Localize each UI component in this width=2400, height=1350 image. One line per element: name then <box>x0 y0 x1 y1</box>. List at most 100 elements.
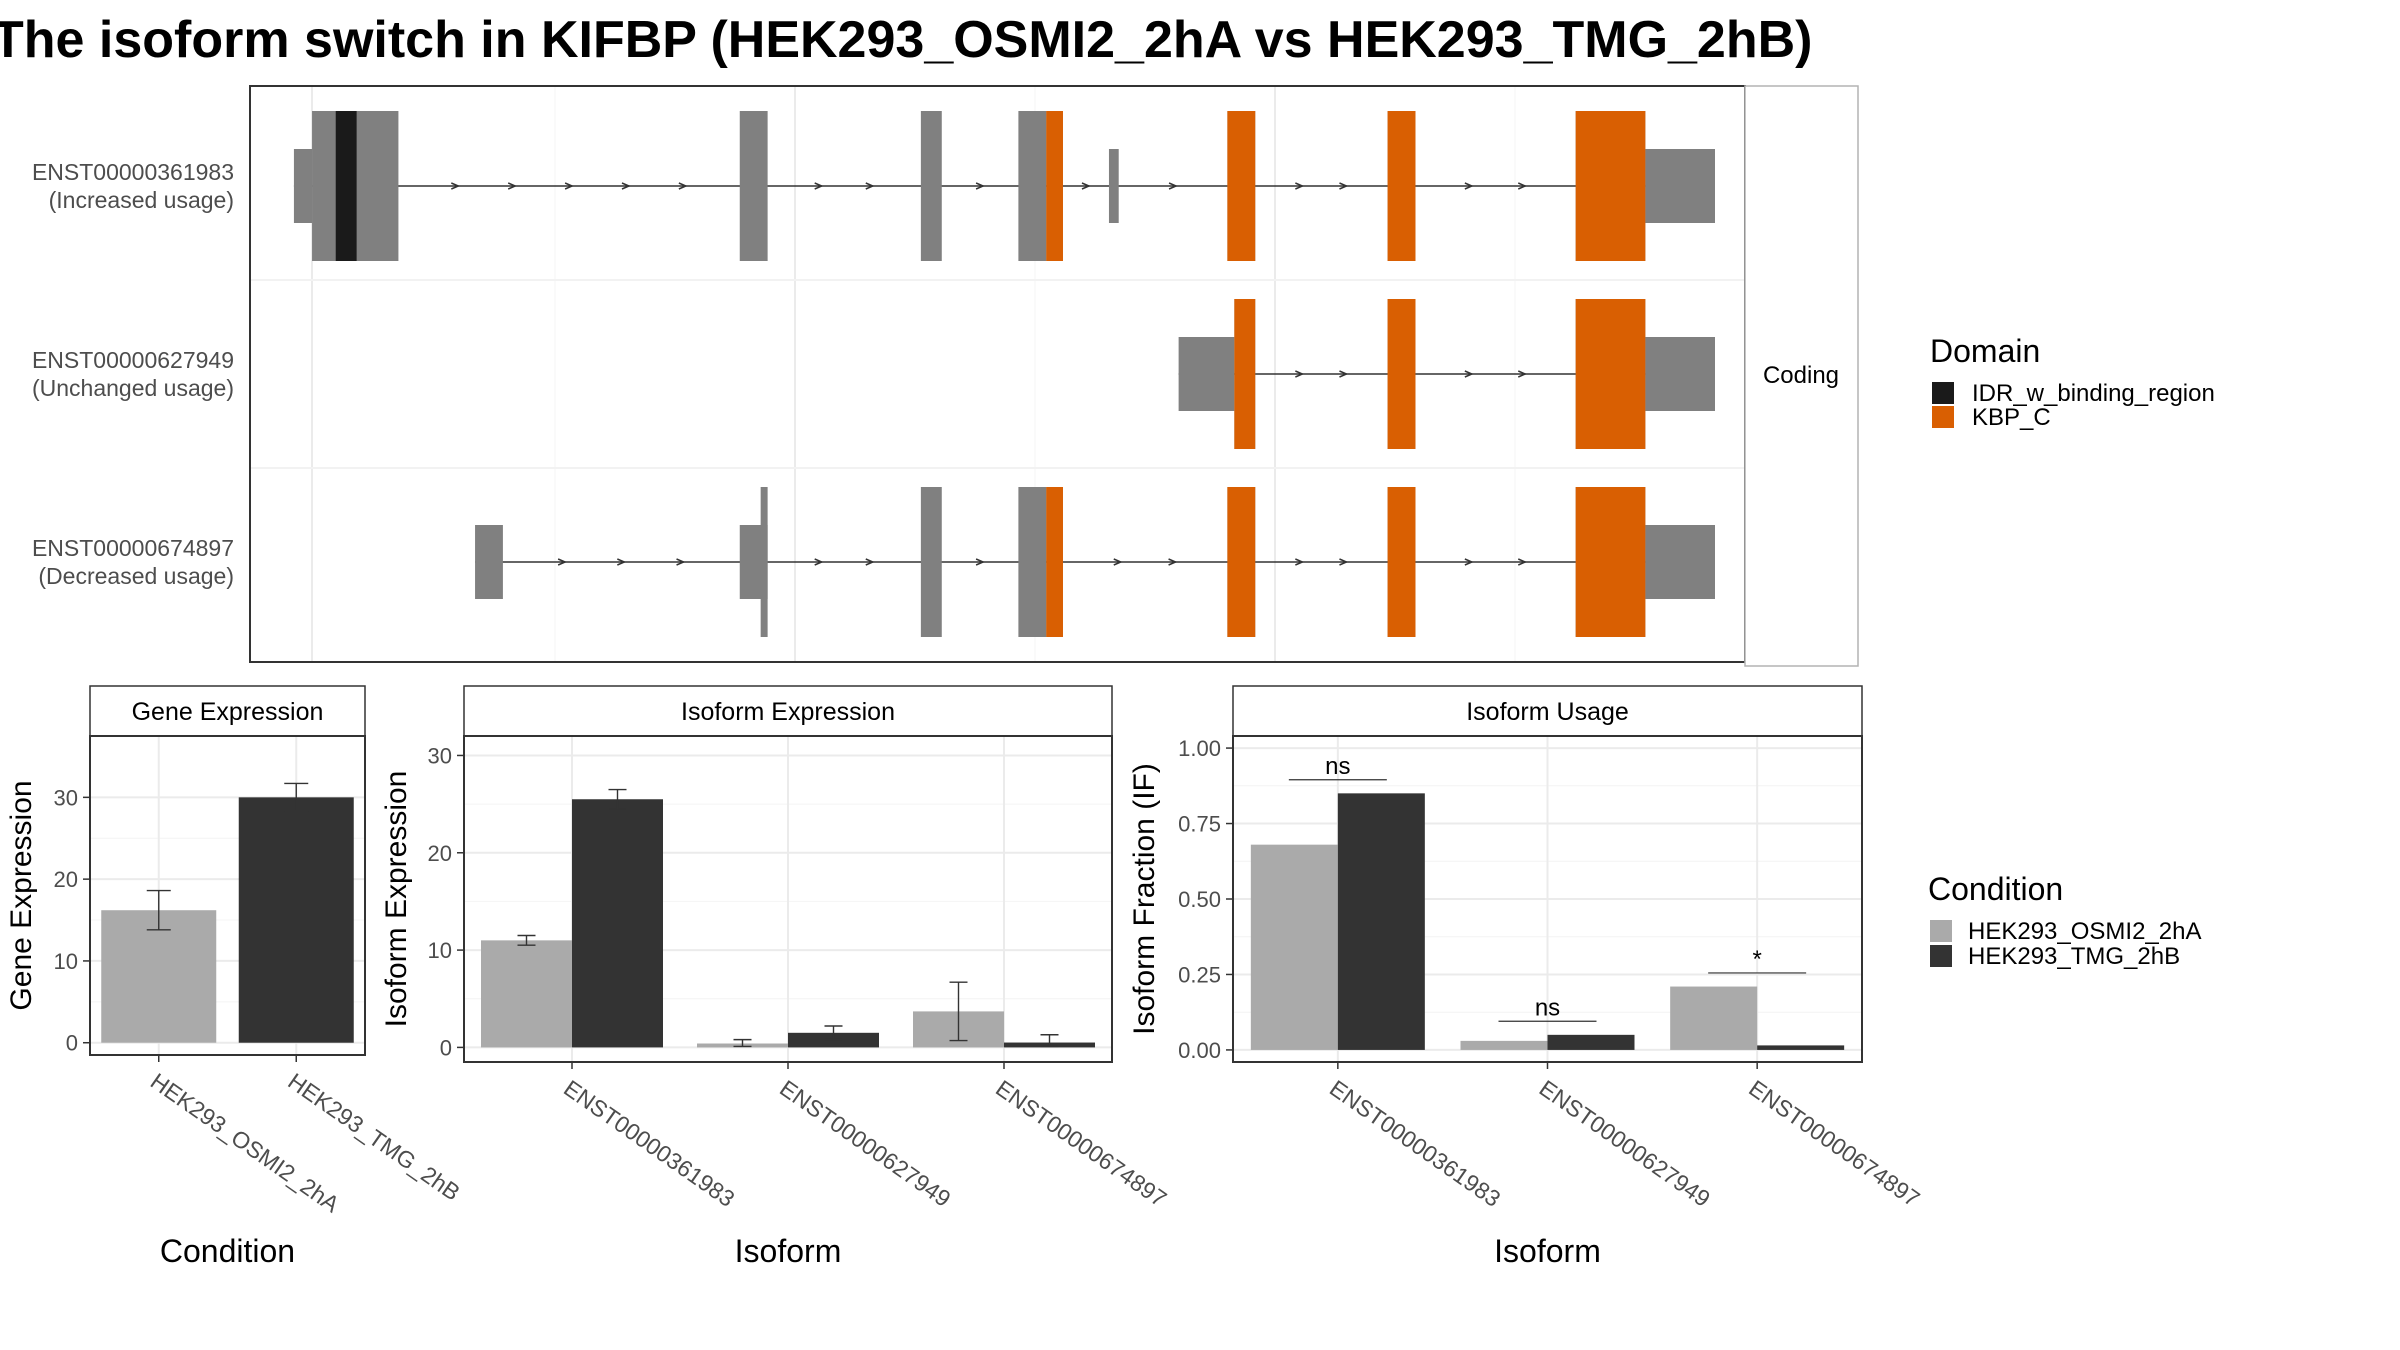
intron-arrow-icon <box>1464 558 1474 566</box>
intron-arrow-icon <box>814 182 824 190</box>
intron-arrow-icon <box>1168 558 1178 566</box>
utr-exon <box>293 149 313 223</box>
isoform-usage-panel: Isoform Usage 0.00 0.25 0.50 0.75 1.00 ENST000… <box>1128 685 1925 1269</box>
panel-strip-label: Gene Expression <box>132 698 324 726</box>
y-tick-label: 0 <box>66 1031 78 1056</box>
panel-border <box>1232 735 1863 1063</box>
domain-KBP_C <box>1387 111 1416 261</box>
panel-strip-label: Isoform Usage <box>1466 698 1629 726</box>
condition-legend-key <box>1930 920 1952 942</box>
three-prime-utr <box>1645 525 1715 599</box>
coding-exon <box>920 487 942 637</box>
x-tick-label: ENST00000361983 <box>1325 1075 1505 1212</box>
intron-arrow-icon <box>1339 558 1349 566</box>
domain-KBP_C <box>1234 299 1256 449</box>
domain-legend-label: KBP_C <box>1972 404 2051 431</box>
y-tick-label: 30 <box>428 743 452 768</box>
error-bar <box>284 782 309 812</box>
three-prime-utr <box>1645 337 1715 411</box>
error-bar <box>608 788 627 810</box>
intron-arrow-icon <box>975 182 985 190</box>
y-tick-label: 0.00 <box>1178 1038 1221 1063</box>
utr-exon <box>475 525 503 599</box>
condition-legend-label: HEK293_TMG_2hB <box>1968 943 2180 970</box>
x-tick-label: ENST00000627949 <box>775 1075 955 1212</box>
y-tick-label: 10 <box>54 949 78 974</box>
panel-strip <box>1232 685 1863 737</box>
domain-KBP_C <box>1046 487 1063 637</box>
x-axis-title: Condition <box>160 1233 295 1269</box>
transcript-usage-label: (Decreased usage) <box>38 563 234 589</box>
y-tick-label: 20 <box>428 841 452 866</box>
x-axis-title: Isoform <box>735 1233 842 1269</box>
domain-KBP_C <box>1046 111 1063 261</box>
intron-arrow-icon <box>678 182 688 190</box>
error-bar <box>824 1025 843 1041</box>
x-tick-label: ENST00000361983 <box>559 1075 739 1212</box>
bar-HEK293_TMG_2hB <box>1757 1045 1845 1050</box>
significance-label: ns <box>1325 753 1350 780</box>
domain-KBP_C <box>1227 111 1256 261</box>
domain-KBP_C <box>1387 299 1416 449</box>
transcript-label: ENST00000361983 <box>32 159 234 185</box>
x-tick-label: ENST00000674897 <box>991 1075 1171 1212</box>
domain-KBP_C <box>1575 299 1646 449</box>
domain-KBP_C <box>1227 487 1256 637</box>
intron-arrow-icon <box>507 182 518 190</box>
intron-arrow-icon <box>621 182 631 190</box>
transcript-label: ENST00000674897 <box>32 535 234 561</box>
intron-arrow-icon <box>1295 182 1305 190</box>
bar-HEK293_OSMI2_2hA <box>1250 844 1338 1050</box>
page-title: The isoform switch in KIFBP (HEK293_OSMI… <box>0 11 1812 69</box>
intron-arrow-icon <box>1464 370 1474 378</box>
condition-legend-key <box>1930 945 1952 967</box>
transcript-usage-label: (Increased usage) <box>49 187 234 213</box>
x-tick-label: ENST00000627949 <box>1535 1075 1715 1212</box>
bar-HEK293_TMG_2hB <box>572 799 663 1048</box>
intron-arrow-icon <box>676 558 686 566</box>
panel-strip <box>89 685 366 737</box>
domain-legend-title: Domain <box>1930 333 2040 369</box>
transcript-usage-label: (Unchanged usage) <box>32 375 234 401</box>
domain-KBP_C <box>1575 487 1646 637</box>
transcript-ENST00000361983 <box>293 111 1715 261</box>
bar-HEK293_OSMI2_2hA <box>1670 986 1758 1050</box>
domain-legend-label: IDR_w_binding_region <box>1972 380 2215 407</box>
coding-exon <box>1018 487 1047 637</box>
intron-arrow-icon <box>814 558 824 566</box>
bar-HEK293_OSMI2_2hA <box>101 910 217 1043</box>
bar-HEK293_OSMI2_2hA <box>481 940 572 1048</box>
structure-strip <box>1744 85 1859 667</box>
intron-arrow-icon <box>1517 558 1528 566</box>
y-axis-title: Isoform Fraction (IF) <box>1128 763 1161 1035</box>
panel-border <box>463 735 1113 1063</box>
coding-exon <box>920 111 942 261</box>
coding-exon <box>1018 111 1047 261</box>
error-bar <box>1040 1034 1059 1048</box>
significance-label: * <box>1752 946 1761 973</box>
intron-arrow-icon <box>1295 370 1305 378</box>
intron-arrow-icon <box>451 182 461 190</box>
y-tick-label: 10 <box>428 938 452 963</box>
five-prime-utr <box>1178 337 1235 411</box>
x-tick-label: ENST00000674897 <box>1744 1075 1924 1212</box>
y-axis-title: Gene Expression <box>5 780 38 1010</box>
y-tick-label: 30 <box>54 785 78 810</box>
panel-border <box>89 735 366 1056</box>
transcript-ENST00000674897 <box>475 487 1715 637</box>
intron-arrow-icon <box>1168 182 1178 190</box>
intron-arrow-icon <box>1295 558 1305 566</box>
intron-arrow-icon <box>1517 182 1528 190</box>
coding-exon <box>760 487 768 637</box>
bar-HEK293_TMG_2hB <box>1547 1034 1635 1050</box>
y-tick-label: 0.50 <box>1178 887 1221 912</box>
domain-legend-key <box>1932 382 1954 404</box>
intron-arrow-icon <box>617 558 627 566</box>
intron-arrow-icon <box>865 558 875 566</box>
y-tick-label: 0 <box>440 1035 452 1060</box>
bar-HEK293_OSMI2_2hA <box>1460 1040 1548 1050</box>
error-bar <box>949 981 968 1042</box>
